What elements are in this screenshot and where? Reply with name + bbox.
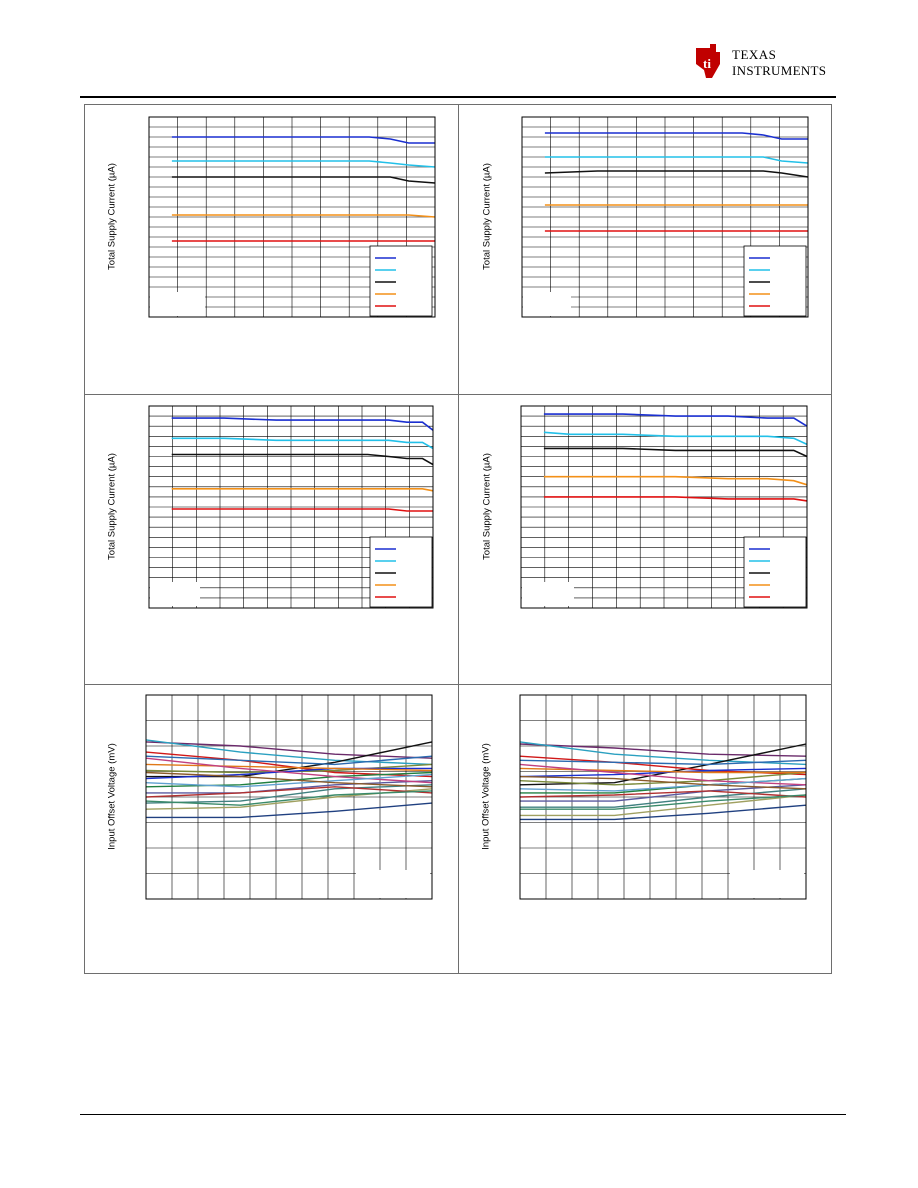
series-line-18 <box>146 802 433 819</box>
plot-area <box>145 694 433 900</box>
series-line-5 <box>171 508 433 512</box>
plot-area <box>148 405 434 609</box>
annotation-box <box>523 292 571 316</box>
series-line-17 <box>145 790 433 806</box>
plot-frame <box>145 694 433 900</box>
brand-line1: TEXAS <box>732 47 777 62</box>
series-line-2 <box>544 156 809 164</box>
series-line-12 <box>520 794 807 817</box>
annotation-box <box>150 582 200 606</box>
plot-area <box>519 694 807 900</box>
series-line-1 <box>145 741 433 759</box>
svg-text:ti: ti <box>703 56 711 71</box>
series-line-3 <box>519 743 807 786</box>
plot-frame <box>520 405 808 609</box>
series-line-4 <box>171 214 436 218</box>
series-line-9 <box>146 780 433 794</box>
series-line-1 <box>543 413 808 427</box>
series-line-1 <box>171 417 434 431</box>
series-line-1 <box>171 136 435 144</box>
series-line-7 <box>145 763 433 772</box>
row-divider <box>84 394 832 395</box>
series-line-3 <box>171 453 434 466</box>
plot-area <box>521 116 809 318</box>
plot-frame <box>148 405 434 609</box>
series-line-2 <box>171 160 436 168</box>
series-line-9 <box>520 784 807 802</box>
series-line-2 <box>543 431 808 446</box>
series-line-16 <box>519 775 807 790</box>
annotation-box <box>150 292 205 316</box>
series-line-4 <box>171 488 434 492</box>
plot-frame <box>148 116 436 318</box>
series-line-10 <box>519 763 807 786</box>
y-axis-label: Total Supply Current (µA) <box>481 453 493 560</box>
series-line-3 <box>543 447 808 458</box>
series-line-7 <box>519 767 806 774</box>
footer-rule <box>80 1114 846 1115</box>
annotation-box <box>522 582 574 606</box>
brand-line2: INSTRUMENTS <box>732 63 827 78</box>
annotation-box <box>730 870 804 898</box>
column-divider <box>458 104 459 974</box>
series-line-18 <box>520 804 807 821</box>
series-line-17 <box>520 794 807 810</box>
series-line-4 <box>543 475 808 486</box>
series-line-14 <box>519 790 807 798</box>
series-line-8 <box>145 771 433 788</box>
ti-logo-mark-icon: ti <box>696 44 720 78</box>
plot-area <box>520 405 808 609</box>
plot-frame <box>521 116 809 318</box>
annotation-box <box>356 870 430 898</box>
series-line-11 <box>520 788 807 808</box>
series-line-1 <box>544 132 808 140</box>
series-line-10 <box>145 757 433 784</box>
y-axis-label: Total Supply Current (µA) <box>106 453 118 560</box>
series-line-6 <box>519 767 807 778</box>
row-divider <box>84 684 832 685</box>
series-line-3 <box>544 170 809 178</box>
series-line-5 <box>519 771 807 786</box>
series-line-3 <box>171 176 436 184</box>
header-rule <box>80 96 836 98</box>
series-line-15 <box>145 773 433 788</box>
series-line-15 <box>519 777 807 792</box>
series-line-11 <box>145 784 433 804</box>
series-line-2 <box>171 437 434 450</box>
y-axis-label: Total Supply Current (µA) <box>106 163 118 270</box>
series-line-5 <box>543 496 808 502</box>
series-line-13 <box>519 759 807 766</box>
series-line-6 <box>145 767 432 780</box>
y-axis-label: Total Supply Current (µA) <box>481 163 493 270</box>
series-line-14 <box>145 786 433 798</box>
series-line-16 <box>145 771 433 788</box>
plot-area <box>148 116 436 318</box>
series-line-13 <box>145 755 433 766</box>
ti-logo: ti TEXAS INSTRUMENTS <box>690 42 840 82</box>
y-axis-label: Input Offset Voltage (mV) <box>480 743 492 850</box>
y-axis-label: Input Offset Voltage (mV) <box>106 743 118 850</box>
series-line-2 <box>145 739 433 766</box>
series-line-1 <box>519 743 807 757</box>
plot-frame <box>519 694 807 900</box>
